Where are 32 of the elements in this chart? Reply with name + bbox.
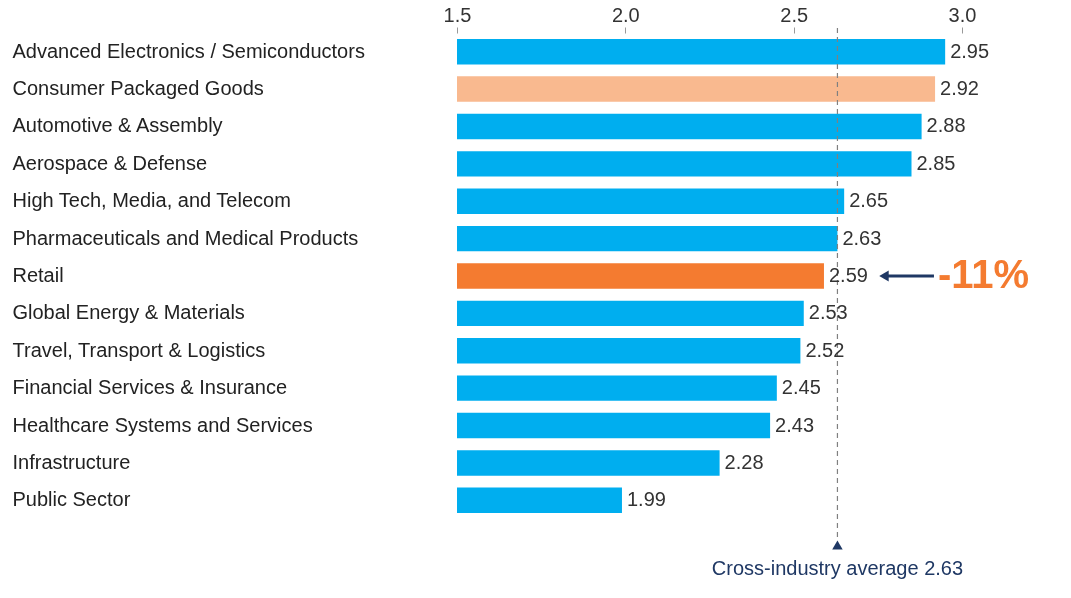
data-label: 2.95 [950,39,990,62]
x-tick-label: 1.5 [443,3,472,26]
data-label: 2.59 [828,264,868,286]
y-tick-label: Advanced Electronics / Semiconductors [12,39,365,62]
data-label: 2.65 [849,189,889,212]
y-tick-label: Automotive & Assembly [12,114,223,137]
y-tick-label: High Tech, Media, and Telecom [12,189,291,212]
data-label: 2.92 [940,77,979,100]
x-tick-label: 2.0 [611,3,640,26]
ref-line-label: Cross-industry average 2.63 [711,557,964,579]
y-tick-label: Infrastructure [12,450,131,473]
data-label: 1.99 [626,488,666,511]
y-tick-label: Healthcare Systems and Services [12,413,313,436]
y-tick-label: Aerospace & Defense [12,151,208,174]
y-tick-label: Retail [12,264,64,286]
y-tick-label: Consumer Packaged Goods [12,77,264,100]
data-label: 2.63 [842,226,882,249]
data-label: 2.52 [805,338,845,361]
annotation: -11% [937,252,1030,296]
data-label: 2.28 [724,450,764,473]
x-tick-label: 3.0 [948,3,977,26]
y-tick-label: Travel, Transport & Logistics [12,338,266,361]
data-label: 2.45 [781,376,821,399]
data-label: 2.43 [775,413,815,436]
y-tick-label: Financial Services & Insurance [12,376,288,399]
y-tick-label: Global Energy & Materials [12,301,245,324]
x-tick-label: 2.5 [780,3,809,26]
data-label: 2.53 [808,301,848,324]
data-label: 2.85 [916,151,956,174]
data-label: 2.88 [926,114,966,137]
y-tick-label: Pharmaceuticals and Medical Products [12,226,359,249]
y-tick-label: Public Sector [12,488,131,511]
